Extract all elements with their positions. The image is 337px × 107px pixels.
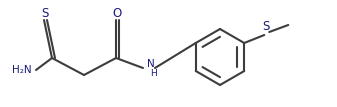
Text: H₂N: H₂N (12, 65, 32, 75)
Text: N: N (147, 59, 155, 69)
Text: H: H (150, 68, 157, 77)
Text: S: S (263, 19, 270, 33)
Text: O: O (112, 7, 122, 19)
Text: S: S (41, 7, 49, 19)
